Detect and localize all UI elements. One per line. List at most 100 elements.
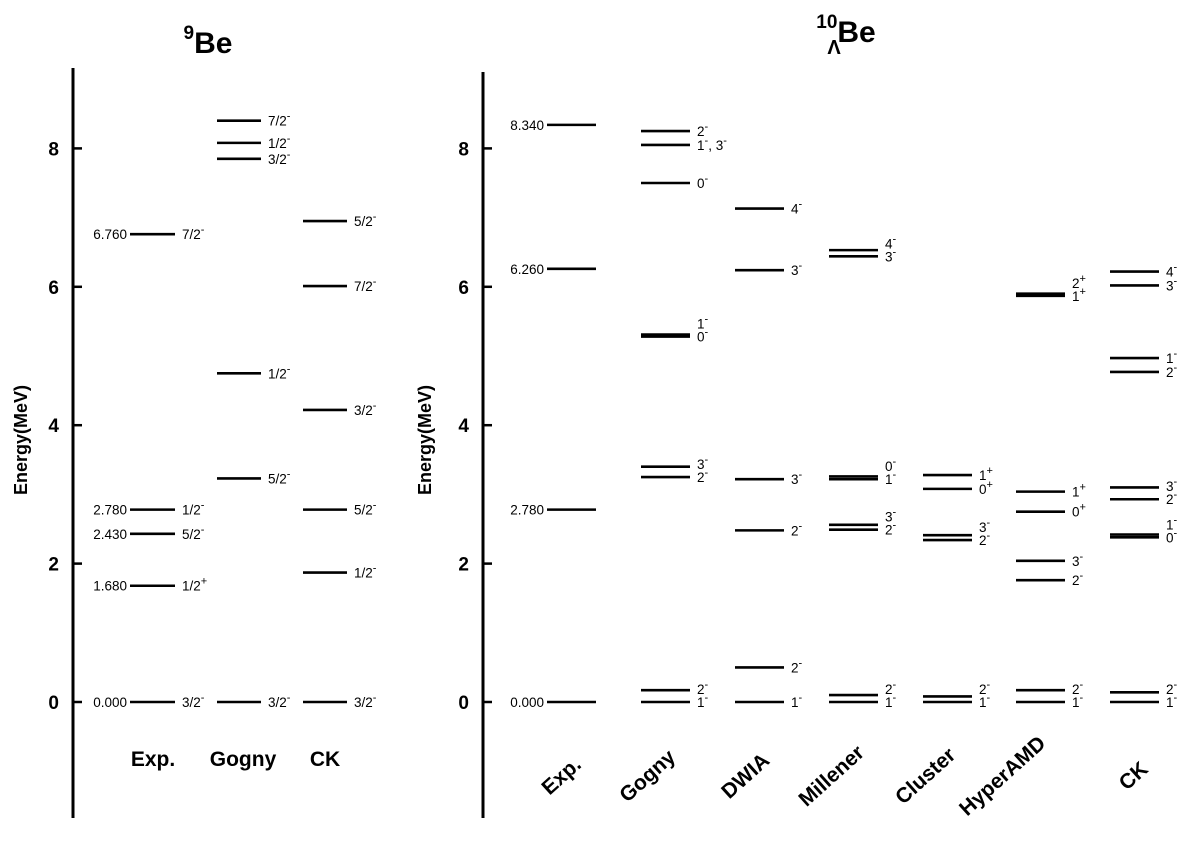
spin-parity-label: 3-​ [1166, 476, 1178, 494]
energy-value-label: 1.680 [93, 579, 127, 594]
spin-parity-label: 7/2-​ [182, 224, 205, 242]
spin-parity-label: 3-​ [1072, 551, 1084, 569]
title-mass-number: 10 [816, 12, 837, 33]
spin-parity-label: 1/2+​ [182, 576, 207, 594]
spin-parity-label: 1-​ [1166, 348, 1178, 366]
spin-parity-label: 1+​ [1072, 482, 1086, 500]
column-label-ck: CK [1115, 757, 1153, 794]
spin-parity-label: 2-​ [1072, 679, 1084, 697]
spin-parity-label: 3/2-​ [354, 692, 377, 710]
spin-parity-label: 1-​ [885, 692, 897, 710]
spin-parity-label: 2-​ [1166, 489, 1178, 507]
column-label-exp: Exp. [537, 753, 585, 800]
spin-parity-label: 2-​ [791, 657, 803, 675]
column-label-millener: Millener [794, 741, 868, 811]
panel-9be: 9Be Energy(MeV) 0 2 4 6 8 Exp. Gogny CK 3/2-​ 0.0… [11, 23, 377, 818]
spin-parity-label: 3-​ [885, 246, 897, 264]
column-label-exp: Exp. [131, 748, 175, 771]
spin-parity-label: 0-​ [885, 456, 897, 474]
y-tick-label: 2 [48, 555, 59, 576]
spin-parity-label: 3/2-​ [182, 692, 205, 710]
spin-parity-label: 0+​ [979, 479, 993, 497]
spin-parity-label: 3/2-​ [268, 692, 291, 710]
y-tick-label: 0 [458, 693, 469, 714]
spin-parity-label: 4-​ [791, 199, 803, 217]
spin-parity-label: 1-​ [1166, 514, 1178, 532]
panel-title-10be: 10Be [816, 12, 876, 49]
column-label-gogny: Gogny [210, 748, 277, 771]
spin-parity-label: 1-​ [697, 692, 709, 710]
energy-value-label: 2.430 [93, 527, 127, 542]
energy-value-label: 6.260 [510, 262, 544, 277]
panel-title-9be: 9Be [184, 23, 233, 60]
column-label-gogny: Gogny [615, 745, 680, 807]
spin-parity-label: 2-​ [697, 679, 709, 697]
panel-10be-lambda: 10Be Λ Energy(MeV) 0 2 4 6 8 Exp. Gogny DWIA Mil… [415, 12, 1178, 821]
energy-value-label: 0.000 [510, 695, 544, 710]
spin-parity-label: 5/2-​ [354, 211, 377, 229]
spin-parity-label: 1+​ [1072, 286, 1086, 304]
spin-parity-label: 1-​ [979, 692, 991, 710]
spin-parity-label: 2-​ [979, 679, 991, 697]
energy-value-label: 6.760 [93, 227, 127, 242]
y-tick-label: 6 [458, 278, 469, 299]
spin-parity-label: 1/2-​ [268, 133, 291, 151]
spin-parity-label: 2+​ [1072, 273, 1086, 291]
y-axis-label: Energy(MeV) [11, 385, 31, 495]
spin-parity-label: 1/2-​ [268, 363, 291, 381]
spin-parity-label: 1+​ [979, 465, 993, 483]
spin-parity-label: 1-​ [1166, 692, 1178, 710]
y-tick-label: 8 [458, 139, 469, 160]
spin-parity-label: 3-​ [885, 507, 897, 525]
spin-parity-label: 2-​ [979, 530, 991, 548]
spin-parity-label: 0+​ [1072, 502, 1086, 520]
spin-parity-label: 3-​ [791, 260, 803, 278]
spin-parity-label: 2-​ [1166, 362, 1178, 380]
energy-value-label: 0.000 [93, 695, 127, 710]
spin-parity-label: 2-​ [885, 520, 897, 538]
title-mass-number: 9 [184, 23, 195, 44]
y-tick-label: 0 [48, 693, 59, 714]
spin-parity-label: 0-​ [1166, 527, 1178, 545]
spin-parity-label: 3-​ [979, 517, 991, 535]
spin-parity-label: 7/2-​ [354, 276, 377, 294]
spin-parity-label: 3/2-​ [354, 400, 377, 418]
spin-parity-label: 1-​ [1072, 692, 1084, 710]
energy-value-label: 2.780 [510, 503, 544, 518]
column-label-ck: CK [310, 748, 340, 771]
spin-parity-label: 2-​ [1166, 679, 1178, 697]
y-tick-label: 4 [48, 416, 59, 437]
y-tick-label: 4 [458, 416, 469, 437]
title-element: Be [194, 27, 232, 60]
spin-parity-label: 1-​ [791, 692, 803, 710]
spin-parity-label: 1-​, 3-​ [697, 135, 727, 153]
title-lambda-subscript: Λ [827, 37, 841, 59]
spin-parity-label: 3/2-​ [268, 149, 291, 167]
spin-parity-label: 2-​ [885, 679, 897, 697]
spin-parity-label: 7/2-​ [268, 111, 291, 129]
energy-value-label: 8.340 [510, 118, 544, 133]
spin-parity-label: 2-​ [697, 121, 709, 139]
spin-parity-label: 5/2-​ [182, 524, 205, 542]
y-tick-label: 8 [48, 139, 59, 160]
spin-parity-label: 5/2-​ [268, 468, 291, 486]
y-axis-label: Energy(MeV) [415, 385, 435, 495]
spin-parity-label: 0-​ [697, 173, 709, 191]
spin-parity-label: 4-​ [885, 233, 897, 251]
spin-parity-label: 0-​ [697, 327, 709, 345]
spin-parity-label: 2-​ [791, 520, 803, 538]
energy-value-label: 2.780 [93, 503, 127, 518]
title-element: Be [837, 16, 875, 49]
y-tick-label: 6 [48, 278, 59, 299]
spin-parity-label: 3-​ [697, 454, 709, 472]
spin-parity-label: 2-​ [1072, 570, 1084, 588]
spin-parity-label: 1/2-​ [354, 563, 377, 581]
column-label-dwia: DWIA [717, 749, 774, 804]
column-label-hyperamd: HyperAMD [955, 732, 1050, 821]
column-label-cluster: Cluster [891, 743, 960, 809]
spin-parity-label: 5/2-​ [354, 500, 377, 518]
spin-parity-label: 1-​ [697, 314, 709, 332]
y-tick-label: 2 [458, 555, 469, 576]
spin-parity-label: 1-​ [885, 469, 897, 487]
